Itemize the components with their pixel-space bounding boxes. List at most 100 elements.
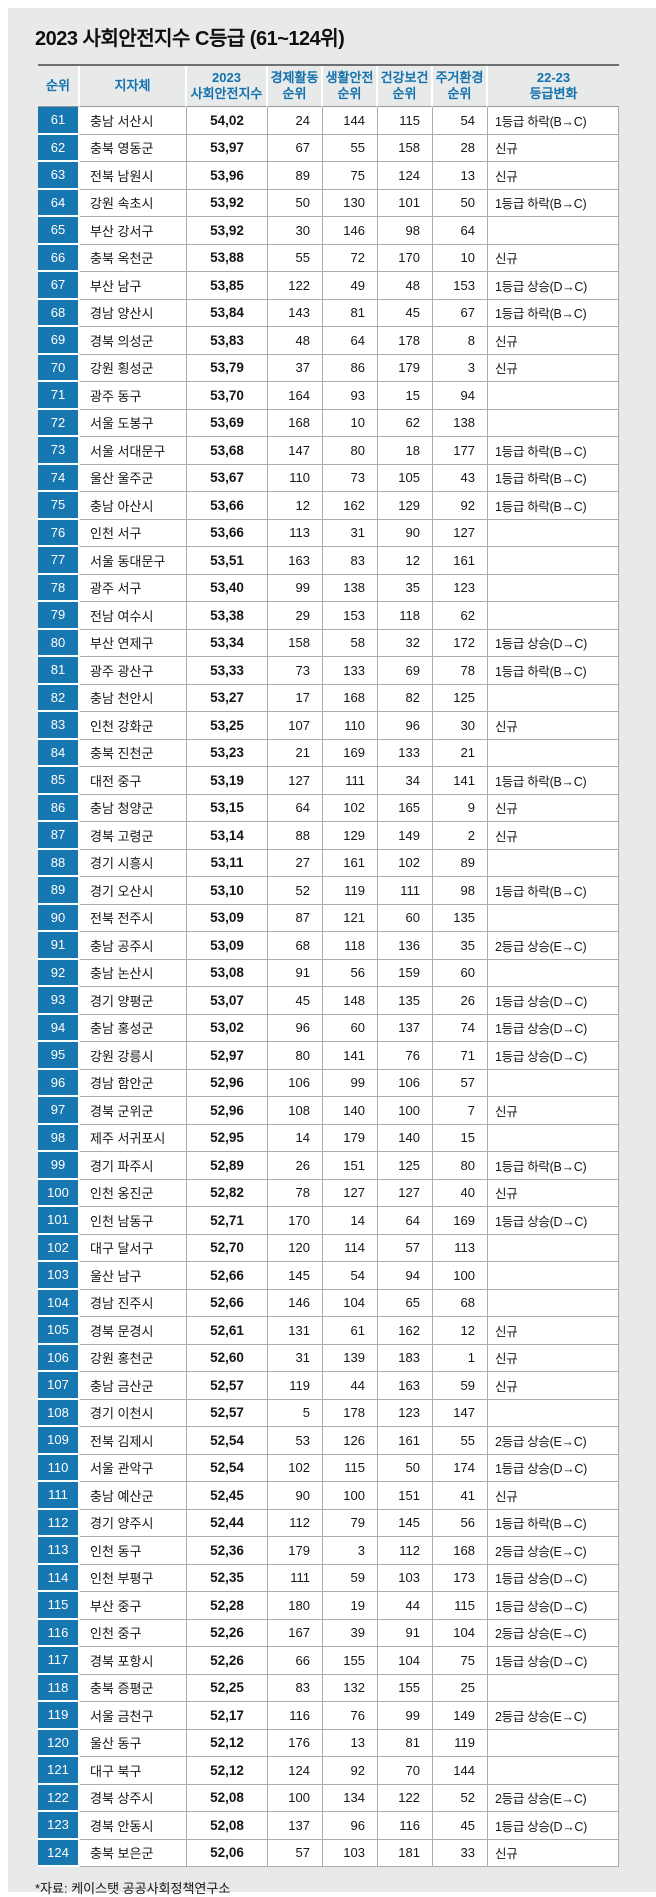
cell-economic: 88 <box>268 822 323 850</box>
cell-change: 1등급 하락(B→C) <box>488 189 619 217</box>
cell-housing: 21 <box>433 739 488 767</box>
cell-life: 110 <box>323 712 378 740</box>
cell-housing: 56 <box>433 1509 488 1537</box>
cell-index: 53,11 <box>187 849 268 877</box>
cell-housing: 174 <box>433 1454 488 1482</box>
cell-index: 52,71 <box>187 1207 268 1235</box>
cell-rank: 81 <box>38 657 80 685</box>
table-row: 78 광주 서구 53,40 99 138 35 123 <box>38 574 619 602</box>
cell-housing: 25 <box>433 1674 488 1702</box>
cell-housing: 62 <box>433 602 488 630</box>
cell-index: 53,85 <box>187 272 268 300</box>
table-row: 70 강원 횡성군 53,79 37 86 179 3 신규 <box>38 354 619 382</box>
cell-index: 52,66 <box>187 1262 268 1290</box>
cell-index: 53,83 <box>187 327 268 355</box>
cell-rank: 99 <box>38 1152 80 1180</box>
cell-rank: 118 <box>38 1674 80 1702</box>
cell-housing: 12 <box>433 1317 488 1345</box>
cell-economic: 31 <box>268 1344 323 1372</box>
cell-change <box>488 904 619 932</box>
cell-housing: 161 <box>433 547 488 575</box>
table-row: 96 경남 함안군 52,96 106 99 106 57 <box>38 1069 619 1097</box>
cell-index: 53,33 <box>187 657 268 685</box>
cell-economic: 26 <box>268 1152 323 1180</box>
cell-life: 102 <box>323 794 378 822</box>
cell-life: 73 <box>323 464 378 492</box>
cell-housing: 15 <box>433 1124 488 1152</box>
cell-municipality: 전북 김제시 <box>80 1427 187 1455</box>
cell-index: 52,54 <box>187 1427 268 1455</box>
cell-health: 112 <box>378 1537 433 1565</box>
cell-housing: 94 <box>433 382 488 410</box>
cell-rank: 110 <box>38 1454 80 1482</box>
cell-housing: 177 <box>433 437 488 465</box>
cell-change: 신규 <box>488 822 619 850</box>
cell-housing: 41 <box>433 1482 488 1510</box>
cell-index: 53,34 <box>187 629 268 657</box>
cell-index: 53,66 <box>187 519 268 547</box>
cell-life: 153 <box>323 602 378 630</box>
cell-rank: 82 <box>38 684 80 712</box>
cell-change: 신규 <box>488 162 619 190</box>
cell-change: 신규 <box>488 327 619 355</box>
cell-change: 1등급 하락(B→C) <box>488 1152 619 1180</box>
cell-rank: 123 <box>38 1812 80 1840</box>
cell-change: 1등급 상승(D→C) <box>488 272 619 300</box>
cell-municipality: 광주 동구 <box>80 382 187 410</box>
cell-health: 65 <box>378 1289 433 1317</box>
cell-economic: 111 <box>268 1564 323 1592</box>
cell-index: 52,26 <box>187 1647 268 1675</box>
cell-rank: 93 <box>38 987 80 1015</box>
cell-index: 53,79 <box>187 354 268 382</box>
cell-housing: 100 <box>433 1262 488 1290</box>
cell-life: 114 <box>323 1234 378 1262</box>
cell-life: 178 <box>323 1399 378 1427</box>
table-row: 108 경기 이천시 52,57 5 178 123 147 <box>38 1399 619 1427</box>
cell-rank: 88 <box>38 849 80 877</box>
cell-economic: 29 <box>268 602 323 630</box>
cell-index: 53,92 <box>187 217 268 245</box>
cell-index: 53,69 <box>187 409 268 437</box>
cell-rank: 71 <box>38 382 80 410</box>
cell-health: 45 <box>378 299 433 327</box>
table-row: 64 강원 속초시 53,92 50 130 101 50 1등급 하락(B→C) <box>38 189 619 217</box>
cell-rank: 83 <box>38 712 80 740</box>
cell-health: 111 <box>378 877 433 905</box>
cell-change <box>488 1069 619 1097</box>
table-row: 84 충북 진천군 53,23 21 169 133 21 <box>38 739 619 767</box>
cell-rank: 89 <box>38 877 80 905</box>
cell-rank: 103 <box>38 1262 80 1290</box>
cell-housing: 135 <box>433 904 488 932</box>
cell-life: 168 <box>323 684 378 712</box>
header-cell-housing: 주거환경 순위 <box>433 66 488 107</box>
header-cell-life: 생활안전 순위 <box>323 66 378 107</box>
cell-economic: 120 <box>268 1234 323 1262</box>
cell-change <box>488 1124 619 1152</box>
cell-life: 144 <box>323 107 378 135</box>
cell-rank: 116 <box>38 1619 80 1647</box>
table-row: 63 전북 남원시 53,96 89 75 124 13 신규 <box>38 162 619 190</box>
cell-change <box>488 1262 619 1290</box>
table-header-row: 순위 지자체 2023 사회안전지수 경제활동 순위 생활안전 순위 건강보건 순위 주거환… <box>38 66 619 107</box>
cell-index: 53,25 <box>187 712 268 740</box>
cell-housing: 1 <box>433 1344 488 1372</box>
cell-municipality: 충남 예산군 <box>80 1482 187 1510</box>
cell-life: 39 <box>323 1619 378 1647</box>
cell-housing: 113 <box>433 1234 488 1262</box>
cell-change: 1등급 하락(B→C) <box>488 657 619 685</box>
cell-economic: 176 <box>268 1729 323 1757</box>
cell-municipality: 충남 서산시 <box>80 107 187 135</box>
cell-life: 10 <box>323 409 378 437</box>
table-row: 80 부산 연제구 53,34 158 58 32 172 1등급 상승(D→C) <box>38 629 619 657</box>
cell-rank: 102 <box>38 1234 80 1262</box>
cell-life: 103 <box>323 1839 378 1867</box>
cell-rank: 92 <box>38 959 80 987</box>
cell-change: 2등급 상승(E→C) <box>488 1427 619 1455</box>
cell-municipality: 대구 북구 <box>80 1757 187 1785</box>
cell-health: 94 <box>378 1262 433 1290</box>
table-body: 61 충남 서산시 54,02 24 144 115 54 1등급 하락(B→C) 62 충북 영… <box>38 107 619 1867</box>
cell-economic: 107 <box>268 712 323 740</box>
cell-housing: 7 <box>433 1097 488 1125</box>
cell-rank: 75 <box>38 492 80 520</box>
cell-municipality: 경남 진주시 <box>80 1289 187 1317</box>
